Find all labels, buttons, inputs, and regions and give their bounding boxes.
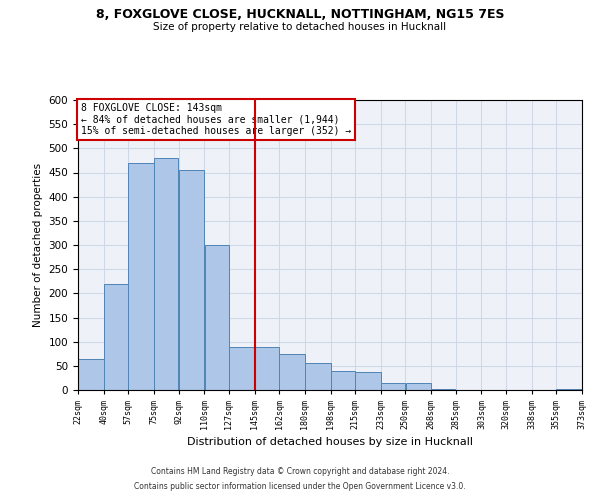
Text: 8 FOXGLOVE CLOSE: 143sqm
← 84% of detached houses are smaller (1,944)
15% of sem: 8 FOXGLOVE CLOSE: 143sqm ← 84% of detach…	[80, 103, 351, 136]
X-axis label: Distribution of detached houses by size in Hucknall: Distribution of detached houses by size …	[187, 438, 473, 448]
Bar	[279, 354, 305, 390]
Y-axis label: Number of detached properties: Number of detached properties	[33, 163, 43, 327]
Bar	[229, 346, 254, 390]
Bar	[556, 389, 582, 390]
Bar	[78, 358, 104, 390]
Bar	[331, 370, 355, 390]
Bar	[104, 284, 128, 390]
Bar	[381, 383, 405, 390]
Text: 8, FOXGLOVE CLOSE, HUCKNALL, NOTTINGHAM, NG15 7ES: 8, FOXGLOVE CLOSE, HUCKNALL, NOTTINGHAM,…	[96, 8, 504, 20]
Text: Contains public sector information licensed under the Open Government Licence v3: Contains public sector information licen…	[134, 482, 466, 491]
Bar	[154, 158, 178, 390]
Bar	[205, 245, 229, 390]
Bar	[128, 163, 154, 390]
Bar	[431, 389, 455, 390]
Text: Contains HM Land Registry data © Crown copyright and database right 2024.: Contains HM Land Registry data © Crown c…	[151, 467, 449, 476]
Bar	[305, 364, 331, 390]
Bar	[255, 346, 279, 390]
Bar	[355, 372, 381, 390]
Bar	[406, 383, 431, 390]
Bar	[179, 170, 204, 390]
Text: Size of property relative to detached houses in Hucknall: Size of property relative to detached ho…	[154, 22, 446, 32]
